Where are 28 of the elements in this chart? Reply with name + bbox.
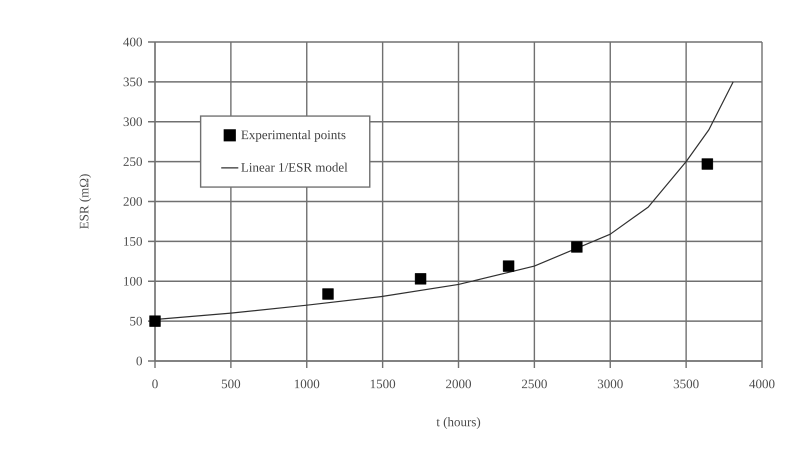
y-axis-title: ESR (mΩ) — [79, 174, 92, 229]
point — [414, 273, 426, 285]
x-tick-label: 1500 — [370, 380, 396, 388]
y-tick-label: 100 — [124, 276, 142, 286]
x-tick-label: 2500 — [522, 380, 547, 388]
x-tick-label: 3000 — [598, 380, 623, 388]
legend-label: Linear 1/ESR model — [241, 162, 348, 172]
x-axis-title: t (hours) — [436, 417, 480, 429]
y-tick-label: 300 — [124, 117, 142, 126]
x-tick-label: 2000 — [446, 380, 472, 388]
y-tick-label: 250 — [124, 157, 142, 166]
x-tick-label: 0 — [152, 380, 158, 388]
point — [149, 315, 161, 327]
point — [502, 260, 514, 272]
y-tick-label: 350 — [124, 77, 142, 86]
y-tick-label: 0 — [136, 356, 142, 366]
y-tick-label: 400 — [123, 38, 142, 46]
y-tick-label: 200 — [124, 197, 142, 206]
point — [702, 158, 714, 170]
point — [322, 288, 334, 300]
y-tick-label: 50 — [130, 316, 142, 326]
y-tick-label: 150 — [124, 236, 142, 246]
legend-label: Experimental points — [241, 130, 346, 142]
x-tick-label: 1000 — [294, 380, 320, 388]
x-tick-label: 4000 — [749, 380, 775, 388]
x-tick-label: 3500 — [674, 380, 699, 388]
x-tick-label: 500 — [222, 380, 240, 388]
point — [571, 241, 583, 253]
